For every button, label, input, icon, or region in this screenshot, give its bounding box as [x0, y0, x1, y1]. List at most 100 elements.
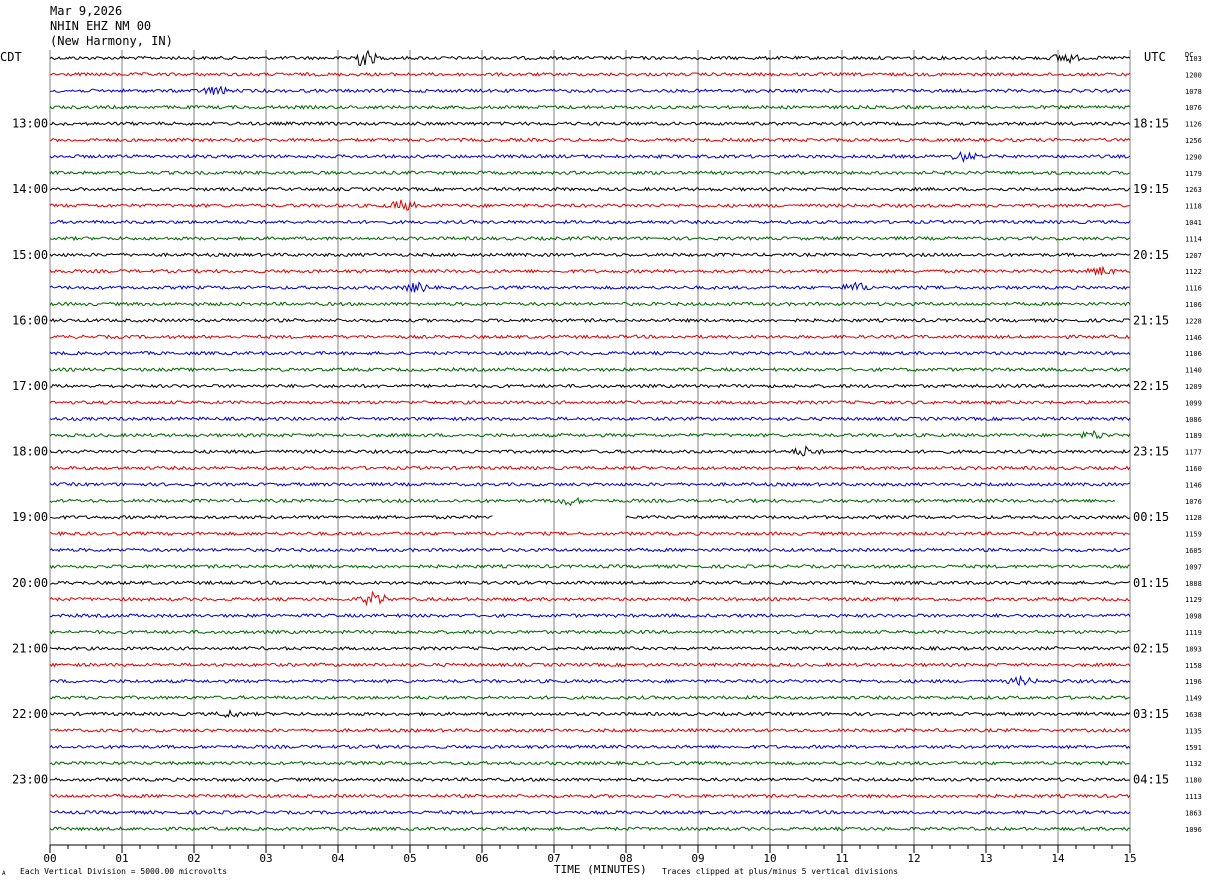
x-tick-label: 02 — [187, 852, 200, 865]
header-date: Mar 9,2026 — [50, 4, 123, 18]
dc-offset-label: 1126 — [1185, 121, 1202, 129]
x-tick-label: 13 — [979, 852, 992, 865]
dc-offset-label: 1888 — [1185, 580, 1202, 588]
trace-line — [49, 563, 1131, 570]
trace-line — [49, 645, 1131, 651]
dc-offset-label: 1106 — [1185, 301, 1202, 309]
trace-line — [49, 793, 1131, 799]
x-tick-label: 06 — [475, 852, 488, 865]
dc-offset-label: 1119 — [1185, 629, 1202, 637]
dc-offset-label: 1113 — [1185, 793, 1202, 801]
dc-offset-label: 1114 — [1185, 235, 1202, 243]
trace-line — [49, 496, 1116, 507]
trace-line — [49, 186, 1131, 192]
utc-hour-label: 21:15 — [1133, 313, 1169, 327]
dc-offset-label: 1041 — [1185, 219, 1202, 227]
cdt-hour-label: 22:00 — [12, 707, 48, 721]
cdt-hour-label: 16:00 — [12, 313, 48, 327]
trace-line — [49, 481, 1131, 487]
chart-traces — [49, 49, 1131, 832]
utc-hour-label: 02:15 — [1133, 641, 1169, 655]
cdt-hour-label: 19:00 — [12, 510, 48, 524]
trace-line — [49, 170, 1131, 176]
dc-offset-label: 1638 — [1185, 711, 1202, 719]
trace-line — [49, 662, 1131, 668]
dc-offset-label: 1146 — [1185, 334, 1202, 342]
utc-hour-label: 00:15 — [1133, 510, 1169, 524]
utc-hour-label: 01:15 — [1133, 576, 1169, 590]
x-tick-label: 01 — [115, 852, 128, 865]
utc-hour-label: 19:15 — [1133, 182, 1169, 196]
trace-line — [49, 71, 1131, 78]
x-tick-label: 09 — [691, 852, 704, 865]
x-tick-label: 15 — [1123, 852, 1136, 865]
dc-offset-label: 1128 — [1185, 514, 1202, 522]
cdt-hour-label: 15:00 — [12, 248, 48, 262]
trace-line — [49, 613, 1131, 619]
trace-line — [49, 674, 1131, 687]
dc-offset-label: 1591 — [1185, 744, 1202, 752]
trace-line — [49, 708, 1131, 719]
cdt-label: CDT — [0, 50, 22, 64]
trace-line — [49, 121, 1131, 127]
trace-line — [49, 235, 1131, 242]
dc-offset-label: 1140 — [1185, 367, 1202, 375]
dc-offset-label: 1177 — [1185, 449, 1202, 457]
trace-line — [49, 590, 1131, 607]
trace-line — [49, 219, 1131, 225]
dc-offset-label: 1189 — [1185, 432, 1202, 440]
trace-line — [49, 265, 1131, 277]
trace-line — [49, 429, 1131, 440]
dc-offset-label: 1180 — [1185, 777, 1202, 785]
utc-hour-label: 20:15 — [1133, 248, 1169, 262]
trace-line — [50, 514, 493, 520]
cdt-hour-label: 20:00 — [12, 576, 48, 590]
dc-label: DC — [1185, 51, 1193, 59]
dc-offset-label: 1076 — [1185, 104, 1202, 112]
dc-offset-label: 1200 — [1185, 71, 1202, 79]
dc-offset-label: 1196 — [1185, 678, 1202, 686]
dc-offset-label: 1103 — [1185, 55, 1202, 63]
dc-offset-label: 1129 — [1185, 596, 1202, 604]
scale-note: Each Vertical Division = 5000.00 microvo… — [20, 867, 228, 876]
trace-line — [49, 744, 1131, 750]
dc-offset-label: 1135 — [1185, 727, 1202, 735]
dc-offset-label: 1122 — [1185, 268, 1202, 276]
trace-line — [49, 399, 1131, 405]
trace-line — [49, 317, 1131, 324]
trace-line — [49, 301, 1131, 307]
x-tick-label: 07 — [547, 852, 560, 865]
dc-offset-label: 1209 — [1185, 383, 1202, 391]
trace-line — [49, 530, 1131, 537]
trace-line — [49, 49, 1131, 67]
dc-offset-label: 1146 — [1185, 481, 1202, 489]
dc-offset-label: 1118 — [1185, 203, 1202, 211]
trace-line — [49, 809, 1131, 815]
chart-labels: 00 01 02 03 04 05 06 07 08 09 10 11 12 13 14 15 CDT UTC DC… — [0, 50, 1202, 865]
dc-offset-label: 1263 — [1185, 186, 1202, 194]
trace-line — [49, 416, 1131, 422]
dc-offset-label: 1078 — [1185, 88, 1202, 96]
trace-line — [49, 445, 1131, 457]
dc-offset-label: 1096 — [1185, 826, 1202, 834]
cdt-hour-label: 23:00 — [12, 773, 48, 787]
trace-line — [49, 760, 1130, 766]
dc-offset-label: 1099 — [1185, 399, 1202, 407]
utc-hour-label: 22:15 — [1133, 379, 1169, 393]
dc-offset-label: 1179 — [1185, 170, 1202, 178]
cdt-hour-label: 18:00 — [12, 445, 48, 459]
trace-line — [49, 826, 1131, 832]
trace-line — [49, 281, 1131, 293]
trace-line — [625, 514, 1131, 520]
trace-line — [49, 776, 1131, 783]
trace-line — [49, 727, 1131, 733]
header-station: NHIN EHZ NM 00 — [50, 19, 152, 33]
trace-line — [49, 252, 1131, 258]
utc-hour-label: 23:15 — [1133, 445, 1169, 459]
dc-offset-label: 1207 — [1185, 252, 1202, 260]
clip-note: Traces clipped at plus/minus 5 vertical … — [662, 867, 899, 876]
trace-line — [49, 629, 1131, 635]
trace-line — [49, 694, 1131, 701]
utc-hour-label: 04:15 — [1133, 773, 1169, 787]
